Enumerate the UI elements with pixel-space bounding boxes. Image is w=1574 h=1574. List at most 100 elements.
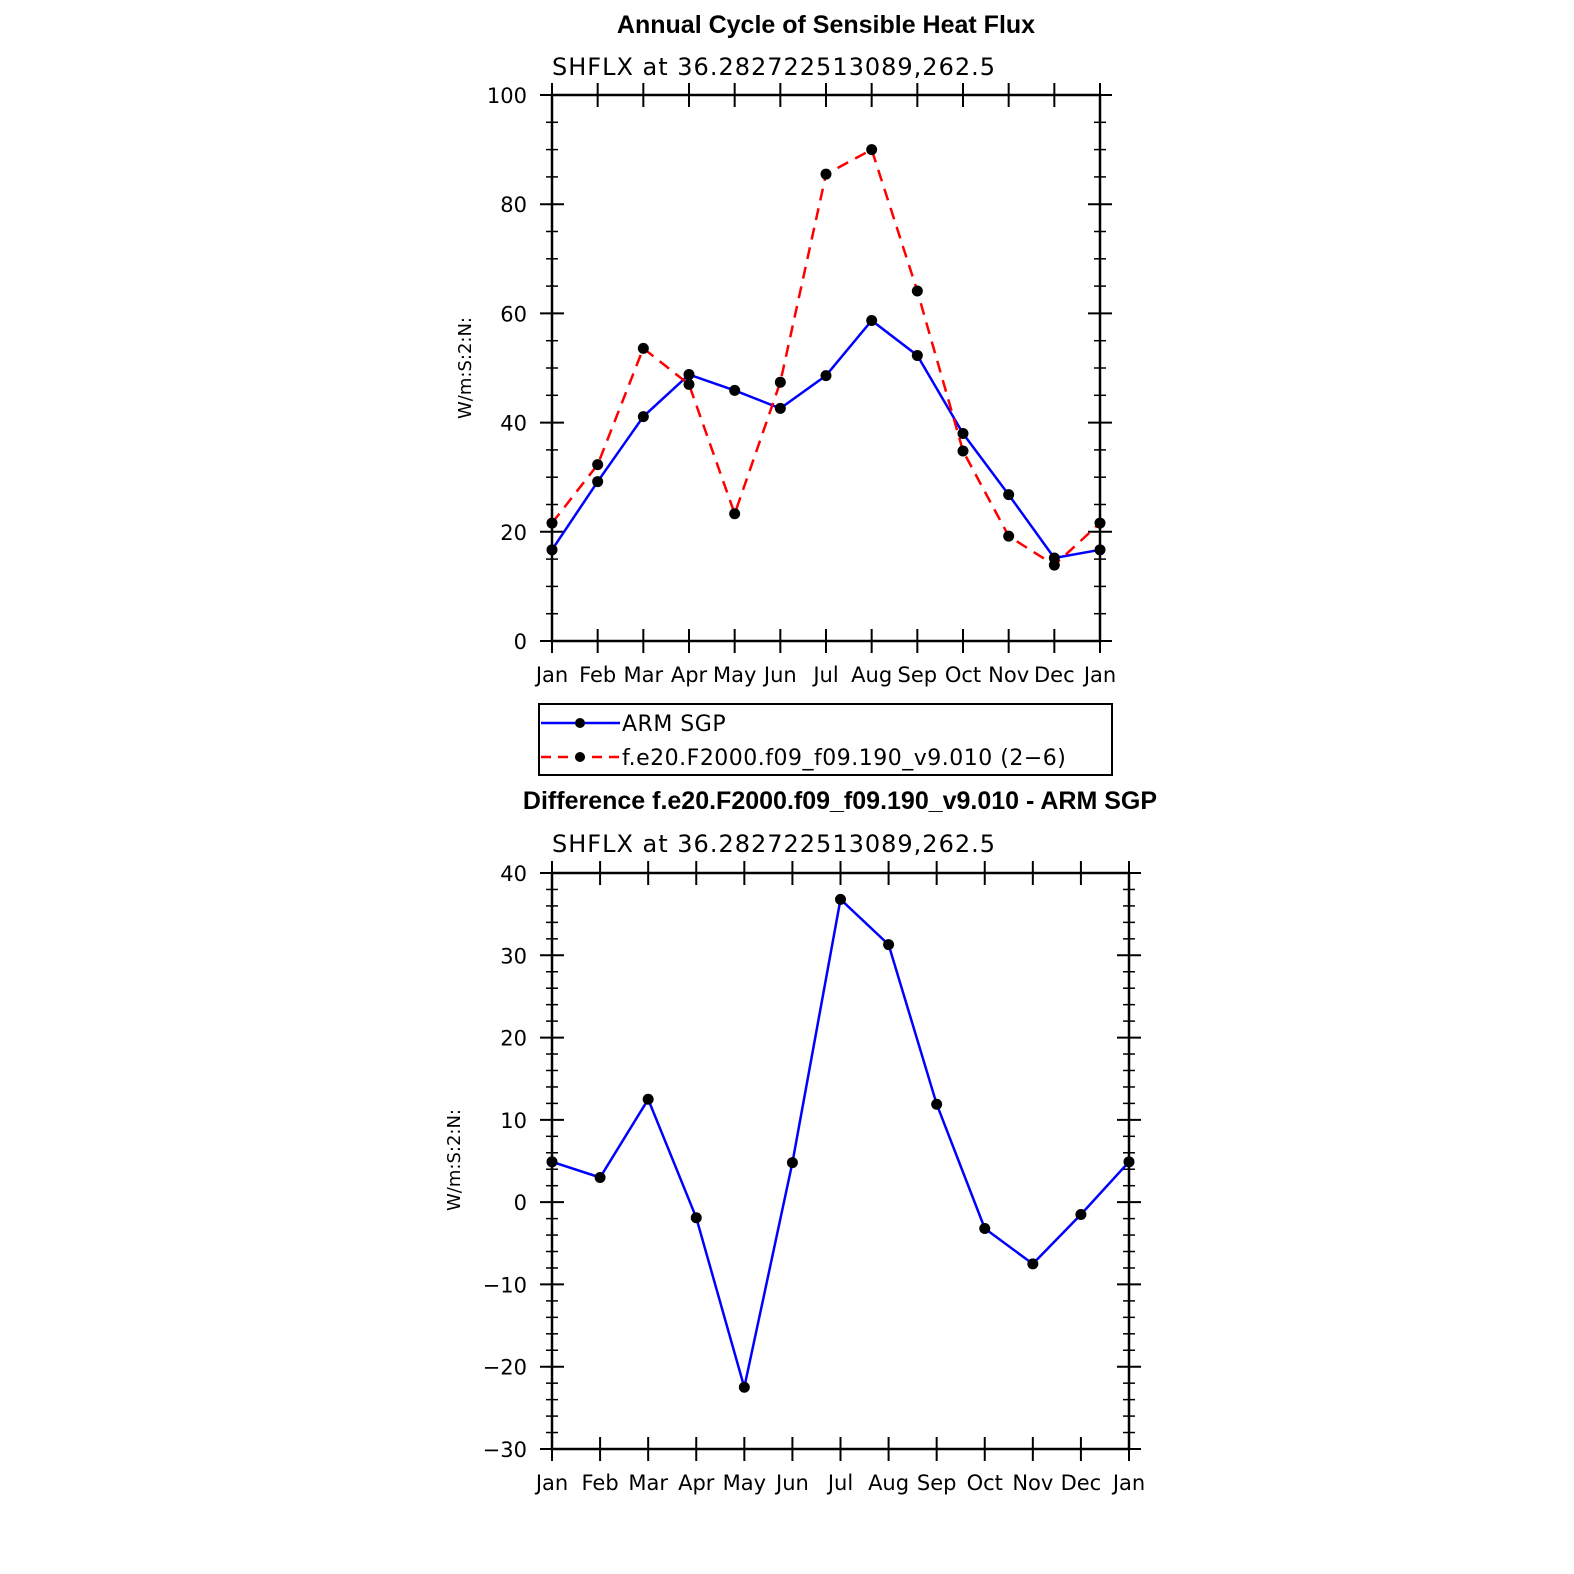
chart2-series-0-point (1123, 1156, 1135, 1168)
chart2-x-tick-label: Jan (1111, 1471, 1145, 1495)
chart2-series-0-point (786, 1157, 798, 1169)
chart2-x-tick-label: Nov (1012, 1471, 1053, 1495)
chart1-series-1-point (683, 378, 695, 390)
chart1-y-tick-label: 80 (500, 193, 527, 217)
chart1-x-tick-label: Nov (988, 663, 1029, 687)
chart2-series-0-point (1027, 1258, 1039, 1270)
chart2-series-0-point (931, 1098, 943, 1110)
chart1-x-tick-label: Sep (898, 663, 938, 687)
chart2-y-tick-label: 30 (500, 944, 527, 968)
chart2-x-tick-label: Sep (917, 1471, 957, 1495)
chart1-series-1-point (1048, 559, 1060, 571)
chart1-x-tick-label: Aug (851, 663, 892, 687)
chart1-series-0-point (683, 369, 695, 381)
chart2-series-0-point (979, 1222, 991, 1234)
chart1-y-tick-label: 100 (487, 84, 527, 108)
chart1-subtitle: SHFLX at 36.282722513089,262.5 (552, 53, 996, 81)
chart2-y-tick-label: −20 (483, 1356, 527, 1380)
chart2-y-tick-label: −10 (483, 1273, 527, 1297)
chart1-series-1-point (866, 144, 878, 156)
chart1-y-tick-label: 0 (514, 630, 527, 654)
chart1-series-0-point (592, 476, 604, 488)
chart1-x-tick-label: Jun (762, 663, 797, 687)
chart2-x-tick-label: Jan (534, 1471, 568, 1495)
chart1-title: Annual Cycle of Sensible Heat Flux (617, 11, 1035, 39)
chart1-series-0-point (820, 370, 832, 382)
chart2-y-tick-label: 10 (500, 1109, 527, 1133)
chart1-x-tick-label: Jan (1082, 663, 1116, 687)
chart2-y-tick-label: 20 (500, 1027, 527, 1051)
chart1-series-0-point (729, 384, 741, 396)
chart2-x-tick-label: Apr (678, 1471, 715, 1495)
chart1-x-tick-label: Mar (624, 663, 664, 687)
chart1-y-tick-label: 40 (500, 412, 527, 436)
chart2-y-axis-label: W/m:S:2:N: (444, 1109, 465, 1211)
chart2-x-tick-label: Aug (868, 1471, 909, 1495)
chart2-series-0-point (1075, 1208, 1087, 1220)
chart1-series-1-point (911, 285, 923, 297)
chart2-x-tick-label: May (723, 1471, 766, 1495)
chart2-series-0-point (594, 1171, 606, 1183)
chart2-series (546, 893, 1135, 1393)
chart2-y-tick-label: 0 (514, 1191, 527, 1215)
chart1-series-1-point (637, 342, 649, 354)
chart2-y-tick-label: 40 (500, 862, 527, 886)
chart-annual-cycle: Annual Cycle of Sensible Heat Flux SHFLX… (455, 11, 1116, 687)
legend-marker-model (575, 752, 585, 762)
chart1-series-1-line (551, 148, 1101, 567)
chart1-x-tick-label: May (713, 663, 756, 687)
chart2-series-0-point (546, 1156, 558, 1168)
chart-difference: Difference f.e20.F2000.f09_f09.190_v9.01… (444, 787, 1157, 1495)
chart1-series-1-point (729, 508, 741, 520)
chart1-x-tick-label: Oct (945, 663, 981, 687)
chart2-x-tick-label: Jun (774, 1471, 809, 1495)
chart2-x-tick-label: Jul (826, 1471, 853, 1495)
chart1-series-0-point (774, 402, 786, 414)
chart2-series-0-point (883, 939, 895, 951)
chart1-series-0-point (911, 349, 923, 361)
chart1-series-0-point (546, 544, 558, 556)
chart1-series-1-point (1094, 517, 1106, 529)
chart1-series-0-point (1003, 489, 1015, 501)
legend-box (538, 703, 1113, 776)
chart2-x-tick-label: Mar (628, 1471, 668, 1495)
chart2-y-tick-label: −30 (483, 1438, 527, 1462)
chart1-series-1-point (546, 517, 558, 529)
legend-label-arm-sgp: ARM SGP (622, 712, 726, 737)
chart1-x-tick-label: Apr (671, 663, 708, 687)
chart2-axes: −30 −20 −10 0 10 20 30 40 Jan Feb Mar Apr May Jun Jul A… (483, 861, 1145, 1495)
chart2-x-tick-label: Feb (581, 1471, 618, 1495)
legend: ARM SGP f.e20.F2000.f09_f09.190_v9.010 (… (538, 703, 1113, 776)
chart1-x-tick-label: Jan (534, 663, 568, 687)
chart1-series-0-point (957, 428, 969, 440)
chart1-y-axis-label: W/m:S:2:N: (455, 317, 476, 419)
chart2-x-tick-label: Oct (967, 1471, 1003, 1495)
chart2-series-0-point (642, 1093, 654, 1105)
chart1-series-1-point (592, 459, 604, 471)
chart2-subtitle: SHFLX at 36.282722513089,262.5 (552, 830, 996, 858)
chart2-plot-frame (550, 871, 1131, 1451)
chart2-series-0-point (738, 1381, 750, 1393)
chart2-series-0-point (690, 1212, 702, 1224)
chart1-series (546, 144, 1106, 571)
chart2-series-0-line (551, 898, 1130, 1389)
chart1-y-tick-label: 60 (500, 302, 527, 326)
chart1-series-1-point (820, 168, 832, 180)
chart1-series-0-point (637, 411, 649, 423)
chart2-series-0-point (835, 893, 846, 905)
chart1-series-0-point (866, 314, 878, 326)
chart2-title: Difference f.e20.F2000.f09_f09.190_v9.01… (523, 787, 1157, 815)
chart1-y-tick-label: 20 (500, 521, 527, 545)
legend-marker-arm-sgp (575, 718, 585, 728)
chart1-series-1-point (957, 445, 969, 457)
chart1-x-tick-label: Feb (579, 663, 616, 687)
legend-label-model: f.e20.F2000.f09_f09.190_v9.010 (2−6) (622, 746, 1066, 771)
chart1-axes: 0 20 40 60 80 100 Jan Feb Mar Apr May Jun Jul Aug Sep O… (487, 83, 1116, 687)
chart1-series-1-point (774, 376, 786, 388)
chart1-x-tick-label: Dec (1034, 663, 1075, 687)
chart1-series-0-line (550, 319, 1101, 560)
chart2-x-tick-label: Dec (1061, 1471, 1102, 1495)
chart1-series-0-point (1094, 544, 1106, 556)
chart1-x-tick-label: Jul (811, 663, 838, 687)
